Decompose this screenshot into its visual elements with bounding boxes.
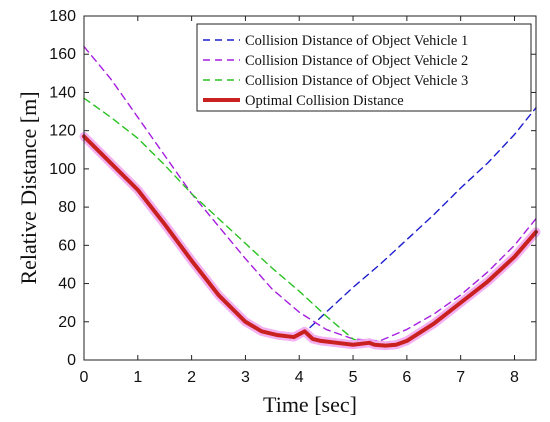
x-tick-label: 1 (133, 369, 142, 386)
series-line-1 (309, 107, 537, 329)
x-tick-label: 4 (295, 369, 304, 386)
legend-label-4: Optimal Collision Distance (245, 93, 404, 109)
x-tick-label: 3 (241, 369, 250, 386)
y-tick-label: 120 (49, 123, 76, 140)
series-line-4 (82, 134, 538, 348)
y-tick-label: 100 (49, 161, 76, 178)
y-tick-label: 40 (58, 276, 76, 293)
legend-items: Collision Distance of Object Vehicle 1 Co… (203, 33, 468, 109)
x-axis-label: Time [sec] (263, 392, 357, 417)
y-tick-label: 160 (49, 46, 76, 63)
x-tick-label: 8 (510, 369, 519, 386)
y-tick-label: 20 (58, 314, 76, 331)
plot-frame (83, 15, 537, 361)
series-line-2 (83, 45, 537, 342)
y-tick-label: 140 (49, 84, 76, 101)
legend-box (196, 23, 532, 112)
y-tick-label: 80 (58, 199, 76, 216)
y-tick-label: 60 (58, 237, 76, 254)
x-tick-label: 7 (456, 369, 465, 386)
series-layer (79, 45, 541, 351)
x-tick-label: 5 (349, 369, 358, 386)
y-axis-label: Relative Distance [m] (16, 91, 41, 284)
x-tick-label: 0 (80, 369, 89, 386)
legend: Collision Distance of Object Vehicle 1 Co… (196, 23, 532, 112)
legend-label-2: Collision Distance of Object Vehicle 2 (245, 53, 468, 69)
legend-label-1: Collision Distance of Object Vehicle 1 (245, 33, 468, 49)
optimal-distance-halo (79, 131, 541, 351)
y-tick-label: 180 (49, 8, 76, 25)
x-tick-label: 6 (402, 369, 411, 386)
series-line-3 (83, 97, 370, 346)
y-tick-label: 0 (67, 352, 76, 369)
x-tick-label: 2 (187, 369, 196, 386)
legend-label-3: Collision Distance of Object Vehicle 3 (245, 73, 468, 89)
